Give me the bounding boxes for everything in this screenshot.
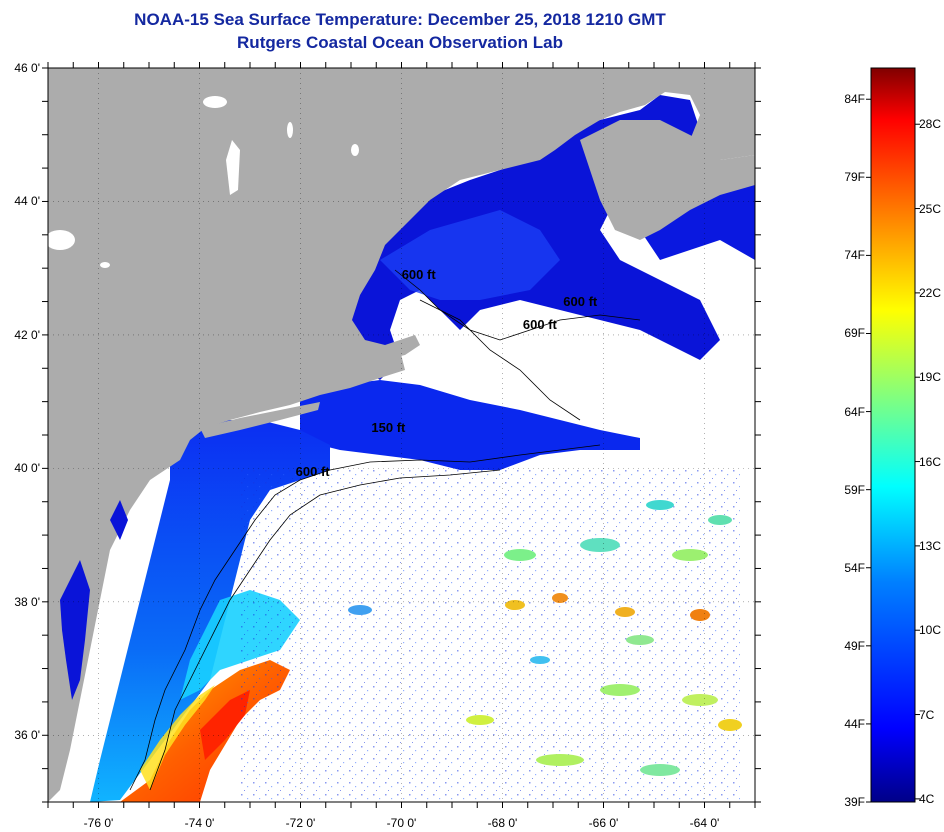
colorbar-c-label: 22C bbox=[919, 285, 942, 300]
colorbar bbox=[870, 67, 916, 803]
colorbar-f-label: 64F bbox=[844, 404, 865, 419]
colorbar-c-label: 19C bbox=[919, 370, 942, 385]
lat-label: 40 0' bbox=[14, 461, 40, 476]
long-island bbox=[200, 402, 320, 438]
lon-label: -64 0' bbox=[689, 816, 720, 830]
colorbar-c-label: 10C bbox=[919, 623, 942, 638]
map-area bbox=[48, 68, 755, 802]
lat-label: 36 0' bbox=[14, 728, 40, 743]
colorbar-f-label: 59F bbox=[844, 482, 865, 497]
scattered-pixels bbox=[240, 470, 740, 802]
lakes bbox=[48, 96, 359, 268]
colorbar-f-label: 54F bbox=[844, 560, 865, 575]
gulf-of-maine-light bbox=[380, 210, 560, 300]
offshore-patches bbox=[348, 500, 742, 776]
lon-label: -70 0' bbox=[386, 816, 417, 830]
map-subtitle: Rutgers Coastal Ocean Observation Lab bbox=[237, 33, 563, 52]
colorbar-f-label: 74F bbox=[844, 248, 865, 263]
lat-label: 42 0' bbox=[14, 327, 40, 342]
colorbar-c-label: 4C bbox=[919, 791, 935, 806]
colorbar-f-label: 79F bbox=[844, 170, 865, 185]
colorbar-c-label: 7C bbox=[919, 707, 935, 722]
lat-label: 38 0' bbox=[14, 594, 40, 609]
delaware-bay bbox=[110, 500, 128, 540]
colorbar-c-label: 28C bbox=[919, 117, 942, 132]
colorbar-f-label: 39F bbox=[844, 795, 865, 809]
gulf-stream-hot bbox=[200, 690, 250, 760]
map-title: NOAA-15 Sea Surface Temperature: Decembe… bbox=[134, 10, 666, 29]
gulf-stream-edge bbox=[140, 685, 215, 790]
depth-contours bbox=[129, 269, 641, 791]
graticule bbox=[42, 62, 761, 808]
mid-atlantic-shelf bbox=[90, 420, 330, 802]
contour-label: 600 ft bbox=[401, 266, 436, 282]
colorbar-f-label: 49F bbox=[844, 638, 865, 653]
colorbar-f-label: 69F bbox=[844, 326, 865, 341]
contour-label: 600 ft bbox=[295, 463, 330, 479]
chesapeake-bay bbox=[60, 560, 90, 700]
lon-label: -76 0' bbox=[83, 816, 114, 830]
southern-new-england-shelf bbox=[300, 380, 640, 470]
lon-label: -72 0' bbox=[285, 816, 316, 830]
colorbar-f-label: 44F bbox=[844, 716, 865, 731]
lon-label: -74 0' bbox=[184, 816, 215, 830]
lon-label: -68 0' bbox=[487, 816, 518, 830]
colorbar-f-label: 84F bbox=[844, 92, 865, 107]
cape-cod bbox=[385, 335, 420, 358]
contour-label: 600 ft bbox=[563, 293, 598, 309]
land-mass bbox=[48, 68, 755, 802]
colorbar-ticks bbox=[866, 98, 920, 803]
contour-label: 150 ft bbox=[371, 420, 406, 436]
lat-label: 44 0' bbox=[14, 194, 40, 209]
contour-label: 600 ft bbox=[522, 316, 557, 332]
lon-label: -66 0' bbox=[588, 816, 619, 830]
colorbar-c-label: 25C bbox=[919, 201, 942, 216]
nova-scotia bbox=[580, 120, 755, 240]
lat-label: 46 0' bbox=[14, 61, 40, 75]
colorbar-c-label: 13C bbox=[919, 538, 942, 553]
colorbar-c-label: 16C bbox=[919, 454, 942, 469]
